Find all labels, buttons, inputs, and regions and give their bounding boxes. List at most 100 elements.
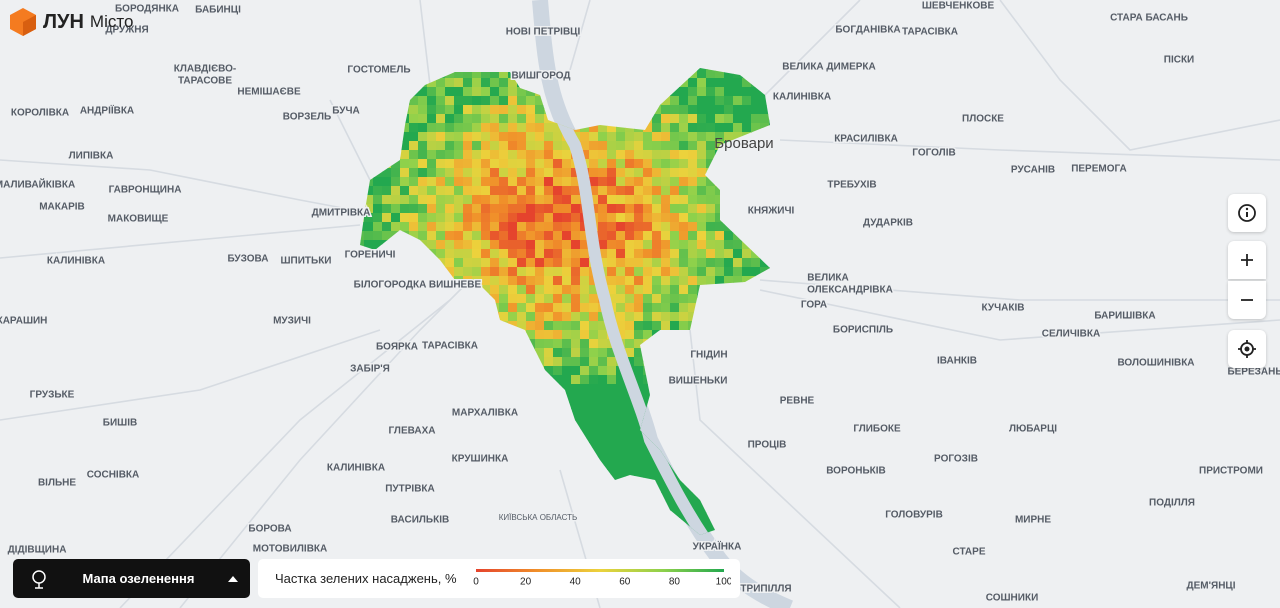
greenery-cell [409,393,419,403]
greenery-cell [517,528,527,535]
greenery-cell [427,231,437,241]
greenery-cell [463,465,473,475]
greenery-cell [616,537,626,547]
greenery-cell [490,114,500,124]
greenery-cell [670,411,680,421]
greenery-cell [418,123,428,133]
greenery-cell [652,393,662,403]
greenery-cell [391,168,401,178]
greenery-cell [364,474,374,484]
greenery-cell [400,195,410,205]
greenery-cell [526,393,536,403]
layer-selector[interactable]: Мапа озеленення [13,559,250,598]
greenery-cell [733,231,743,241]
greenery-cell [481,168,491,178]
place-label: СОСНІВКА [87,470,140,481]
place-label: КОРОЛІВКА [11,108,69,119]
place-label: ШПИТЬКИ [280,256,331,267]
greenery-cell [499,68,509,70]
logo[interactable]: ЛУН Місто [9,7,133,37]
greenery-cell [571,465,581,475]
greenery-cell [625,537,635,547]
greenery-cell [436,528,446,535]
greenery-cell [751,285,761,295]
greenery-cell [688,285,698,295]
greenery-cell [769,195,770,205]
greenery-cell [427,177,437,187]
greenery-cell [436,177,446,187]
greenery-cell [463,492,473,502]
greenery-cell [508,312,518,322]
greenery-cell [598,501,608,511]
greenery-cell [589,285,599,295]
greenery-cell [751,240,761,250]
greenery-cell [562,177,572,187]
greenery-cell [499,420,509,430]
greenery-cell [391,96,401,106]
greenery-cell [481,78,491,88]
greenery-cell [544,501,554,511]
greenery-cell [751,357,761,367]
greenery-cell [670,537,680,547]
greenery-cell [391,213,401,223]
greenery-cell [652,285,662,295]
greenery-cell [715,519,725,529]
greenery-cell [589,501,599,511]
greenery-cell [544,258,554,268]
zoom-out[interactable] [1228,281,1266,319]
greenery-cell [679,483,689,493]
greenery-cell [580,249,590,259]
greenery-cell [499,204,509,214]
greenery-cell [544,420,554,430]
greenery-cell [499,123,509,133]
greenery-cell [544,348,554,358]
greenery-cell [454,429,464,439]
greenery-cell [616,150,626,160]
info-button[interactable] [1228,194,1266,232]
greenery-cell [535,537,545,547]
greenery-cell [508,501,518,511]
greenery-cell [625,168,635,178]
greenery-cell [517,420,527,430]
greenery-cell [616,114,626,124]
greenery-cell [634,429,644,439]
greenery-cell [454,222,464,232]
greenery-cell [598,141,608,151]
greenery-cell [688,168,698,178]
greenery-cell [724,249,734,259]
greenery-cell [625,159,635,169]
zoom-in[interactable] [1228,241,1266,279]
place-label: ІВАНКІВ [937,356,977,367]
greenery-cell [679,429,689,439]
locate-button[interactable] [1228,330,1266,368]
greenery-cell [724,105,734,115]
greenery-cell [643,195,653,205]
greenery-cell [607,258,617,268]
greenery-cell [481,276,491,286]
greenery-cell [499,132,509,142]
greenery-cell [544,456,554,466]
greenery-cell [769,420,770,430]
greenery-cell [580,411,590,421]
greenery-cell [616,492,626,502]
greenery-cell [724,213,734,223]
greenery-cell [715,447,725,457]
greenery-cell [364,222,374,232]
greenery-cell [724,132,734,142]
greenery-cell [580,402,590,412]
greenery-cell [607,123,617,133]
greenery-cell [562,195,572,205]
greenery-cell [598,132,608,142]
greenery-cell [418,168,428,178]
greenery-cell [607,456,617,466]
greenery-cell [373,132,383,142]
greenery-cell [553,384,563,394]
greenery-cell [598,339,608,349]
greenery-cell [679,177,689,187]
greenery-cell [562,159,572,169]
greenery-cell [571,204,581,214]
greenery-cell [508,366,518,376]
greenery-cell [661,267,671,277]
greenery-cell [454,168,464,178]
place-label: МУЗИЧІ [273,316,311,327]
